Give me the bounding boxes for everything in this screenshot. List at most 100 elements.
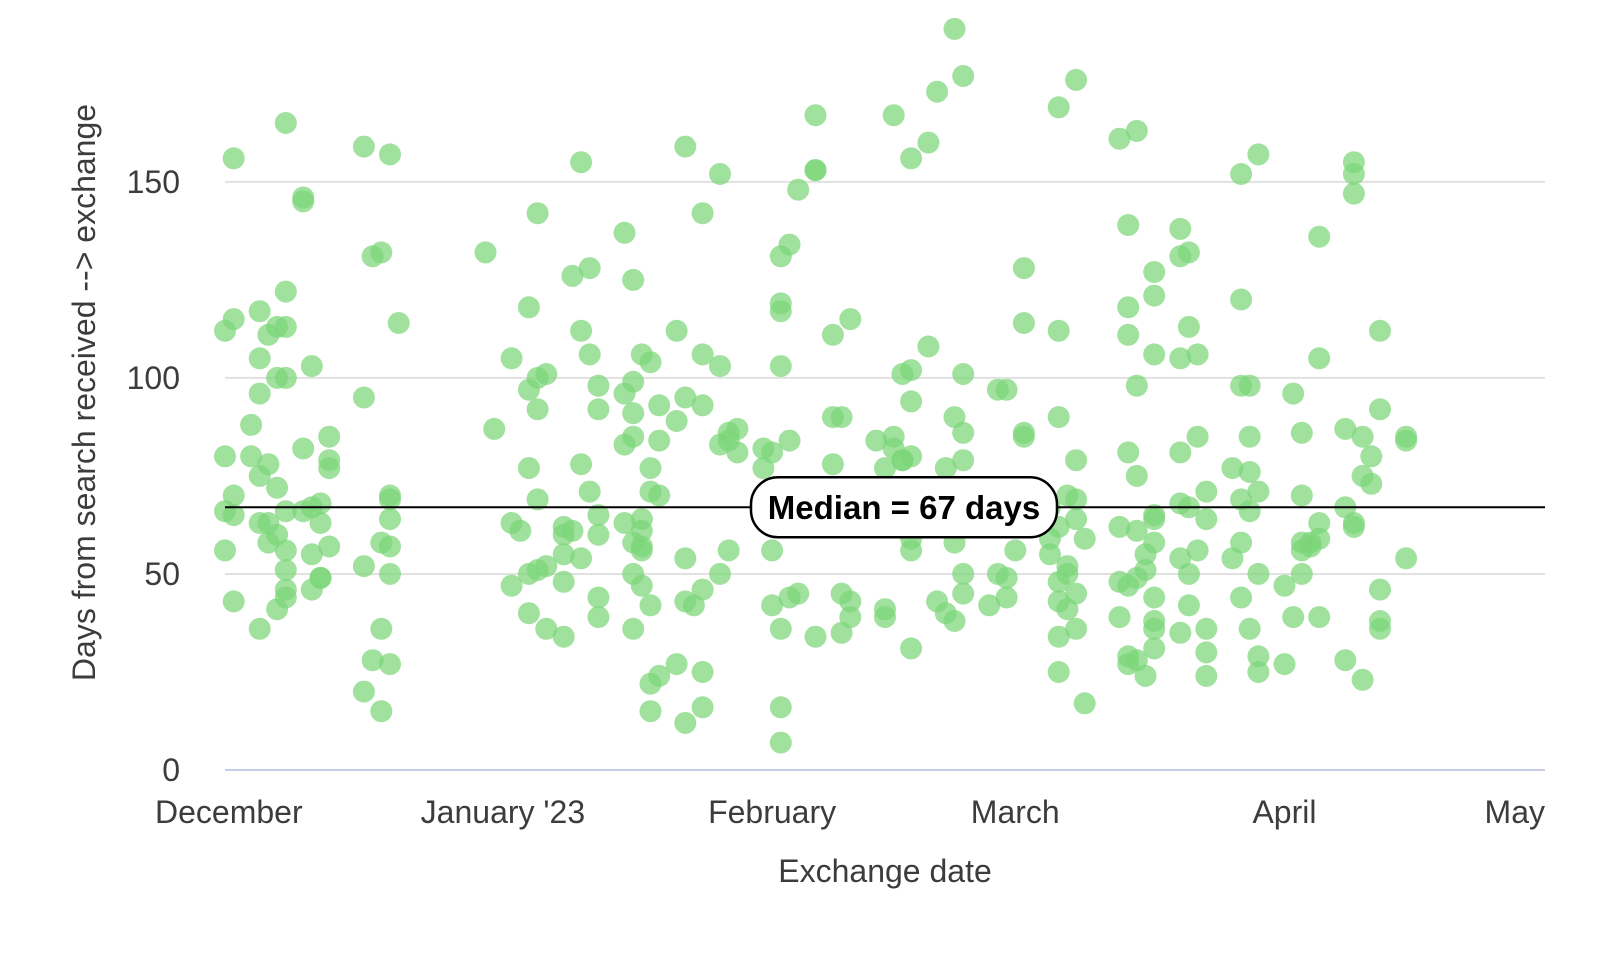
- data-point: [1238, 500, 1261, 523]
- data-point: [222, 147, 245, 170]
- data-point: [1195, 508, 1218, 531]
- data-point: [691, 343, 714, 366]
- data-point: [804, 625, 827, 648]
- data-point: [1395, 429, 1418, 452]
- data-point: [952, 363, 975, 385]
- data-point: [1290, 562, 1313, 585]
- data-point: [1065, 68, 1088, 91]
- data-point: [526, 488, 549, 511]
- data-point: [1108, 515, 1131, 538]
- data-point: [1143, 586, 1166, 609]
- data-point: [900, 390, 923, 413]
- data-point: [1308, 347, 1331, 370]
- data-point: [1238, 425, 1261, 448]
- data-point: [900, 637, 923, 660]
- data-point: [274, 559, 297, 581]
- data-point: [1065, 508, 1088, 531]
- data-point: [1056, 562, 1079, 585]
- gridlines: [225, 180, 1545, 771]
- data-point: [552, 543, 575, 566]
- data-point: [570, 453, 593, 476]
- data-point: [1143, 343, 1166, 366]
- data-point: [387, 312, 410, 334]
- data-point: [622, 425, 645, 448]
- data-point: [578, 480, 601, 503]
- data-point: [613, 221, 636, 244]
- data-point: [274, 500, 297, 523]
- data-point: [630, 574, 653, 597]
- data-point: [1065, 449, 1088, 472]
- data-point: [587, 504, 610, 527]
- data-point: [674, 711, 697, 734]
- x-tick-label: March: [971, 794, 1060, 830]
- data-point: [674, 547, 697, 570]
- data-point: [1282, 606, 1305, 629]
- data-point: [500, 347, 523, 370]
- data-point: [274, 539, 297, 562]
- data-point: [1117, 214, 1140, 236]
- data-point: [1065, 617, 1088, 640]
- data-point: [978, 594, 1001, 617]
- data-point: [1073, 692, 1096, 715]
- data-point: [1117, 296, 1140, 319]
- data-point: [570, 319, 593, 342]
- data-point: [995, 586, 1018, 609]
- data-point: [1308, 606, 1331, 629]
- data-point: [1177, 594, 1200, 617]
- data-point: [379, 535, 401, 558]
- data-point: [1230, 288, 1253, 311]
- data-point: [709, 562, 731, 585]
- data-point: [379, 508, 401, 531]
- data-point: [222, 484, 245, 507]
- data-point: [318, 457, 341, 480]
- data-point: [726, 417, 749, 440]
- data-point: [1047, 625, 1070, 648]
- data-point: [1369, 578, 1391, 601]
- data-point: [552, 625, 575, 648]
- data-point: [787, 582, 810, 605]
- data-point: [839, 308, 862, 331]
- data-point: [1117, 323, 1140, 346]
- data-point: [769, 696, 792, 719]
- data-point: [691, 661, 714, 683]
- data-point: [648, 394, 671, 417]
- data-point: [804, 159, 827, 182]
- data-point: [1334, 649, 1357, 672]
- data-point: [769, 300, 792, 323]
- data-point: [309, 512, 332, 534]
- x-axis-ticks: December January '23 February March April May: [155, 794, 1545, 830]
- data-point: [674, 386, 697, 409]
- x-tick-label: May: [1485, 794, 1545, 830]
- data-point: [1247, 661, 1270, 683]
- data-point: [917, 131, 940, 154]
- data-point: [352, 680, 375, 703]
- data-point: [682, 594, 705, 617]
- x-tick-label: February: [708, 794, 836, 830]
- data-point: [804, 104, 827, 127]
- data-point: [370, 700, 393, 723]
- data-point: [761, 539, 784, 562]
- data-point: [691, 696, 714, 719]
- data-point: [352, 555, 375, 578]
- data-point: [266, 476, 289, 499]
- data-point: [535, 363, 558, 385]
- x-tick-label: April: [1252, 794, 1316, 830]
- data-point: [240, 445, 263, 468]
- data-point: [587, 606, 610, 629]
- data-point: [1004, 539, 1027, 562]
- y-tick-label: 0: [162, 752, 180, 788]
- data-point: [1195, 641, 1218, 664]
- data-point: [665, 410, 688, 432]
- data-point: [761, 441, 784, 464]
- data-point: [379, 488, 401, 511]
- data-point: [1073, 527, 1096, 550]
- data-point: [639, 351, 662, 374]
- data-point: [1369, 398, 1391, 421]
- data-point: [1065, 582, 1088, 605]
- data-point: [1039, 543, 1061, 566]
- data-point: [552, 570, 575, 593]
- data-point: [274, 586, 297, 609]
- x-axis-title: Exchange date: [778, 853, 992, 889]
- data-point: [318, 425, 341, 448]
- data-point: [570, 151, 593, 174]
